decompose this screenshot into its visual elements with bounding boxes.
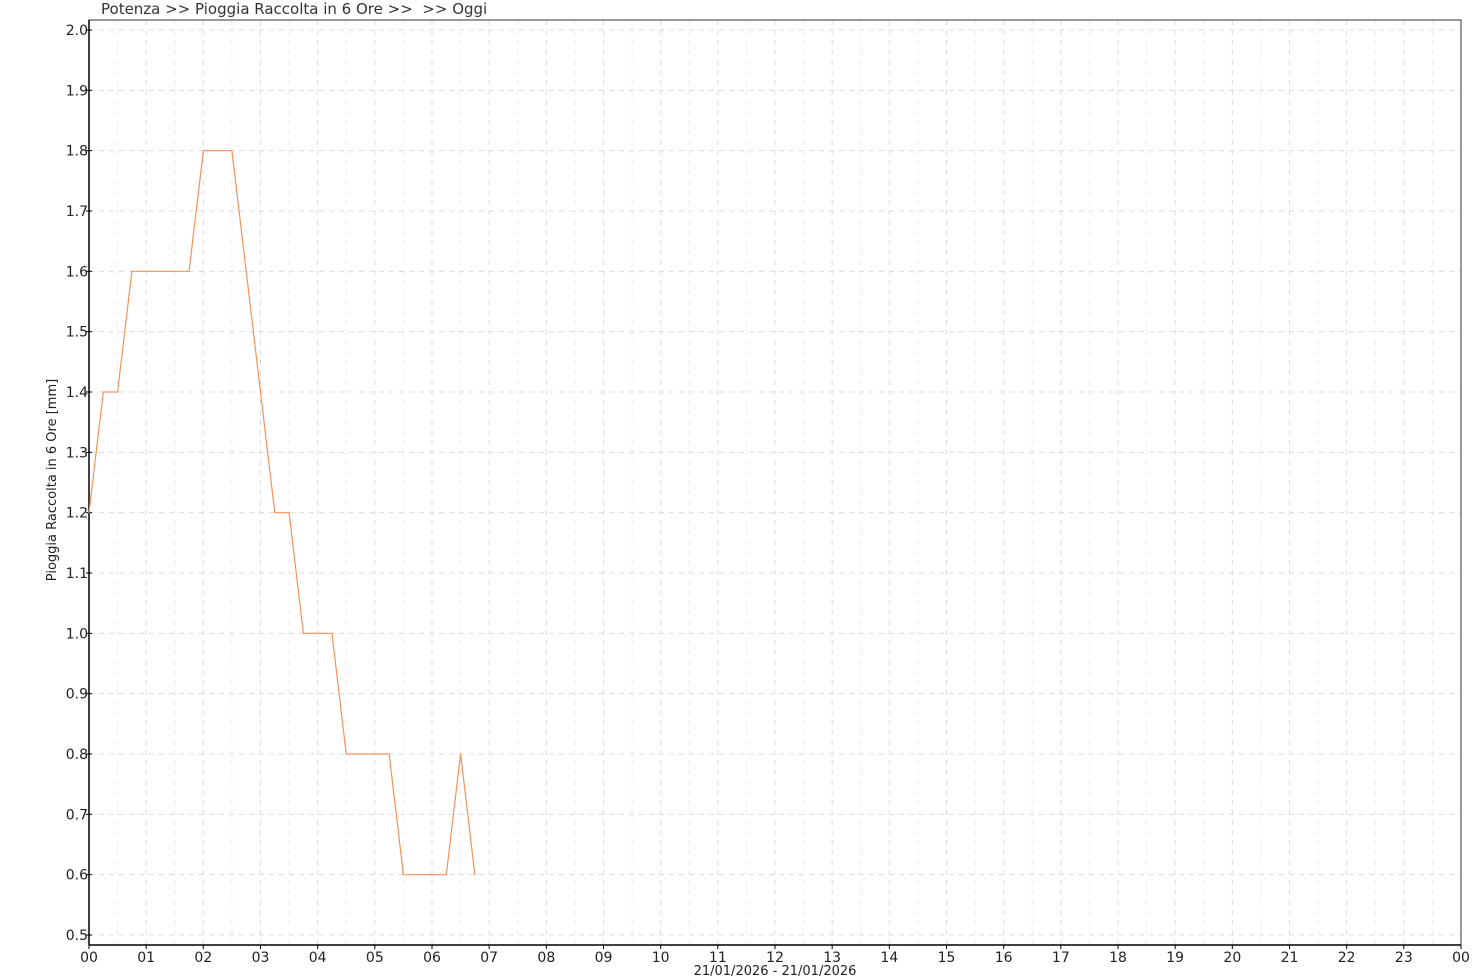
- data-point: [274, 512, 276, 514]
- data-point: [88, 512, 90, 514]
- data-point: [374, 753, 376, 755]
- data-point: [116, 391, 119, 393]
- x-tick-label: 14: [880, 950, 898, 966]
- y-axis-label: Pioggia Raccolta in 6 Ore [mm]: [45, 379, 60, 581]
- y-tick-label: 1.8: [66, 144, 88, 160]
- data-point: [217, 150, 219, 152]
- y-tick-label: 1.6: [66, 264, 88, 280]
- y-tick-label: 1.2: [66, 506, 88, 522]
- x-tick-label: 23: [1395, 950, 1413, 966]
- y-tick-label: 1.9: [66, 83, 88, 99]
- y-tick-label: 1.4: [66, 385, 88, 401]
- data-point: [102, 391, 104, 393]
- data-point: [302, 632, 304, 634]
- data-point: [431, 874, 433, 876]
- data-point: [345, 753, 347, 755]
- chart-title: Potenza >> Pioggia Raccolta in 6 Ore >> …: [101, 0, 488, 18]
- data-point: [331, 632, 333, 634]
- y-tick-label: 0.8: [66, 747, 88, 763]
- y-tick-label: 0.7: [66, 807, 88, 823]
- data-point: [459, 753, 462, 755]
- data-point: [388, 753, 390, 755]
- x-tick-label: 19: [1166, 950, 1184, 966]
- x-tick-label: 00: [1452, 950, 1470, 966]
- x-tick-label: 17: [1052, 950, 1070, 966]
- y-tick-label: 0.9: [66, 687, 88, 703]
- x-tick-label: 20: [1223, 950, 1241, 966]
- y-tick-label: 0.6: [66, 868, 88, 884]
- x-tick-label: 08: [537, 950, 555, 966]
- x-tick-label: 22: [1338, 950, 1356, 966]
- data-point: [188, 270, 190, 272]
- data-point: [359, 753, 362, 755]
- x-tick-label: 15: [938, 950, 956, 966]
- x-tick-label: 04: [309, 950, 327, 966]
- x-tick-label: 21: [1281, 950, 1299, 966]
- data-point: [131, 270, 133, 272]
- grid: [88, 20, 1462, 945]
- data-point: [174, 270, 176, 272]
- x-tick-label: 05: [366, 950, 384, 966]
- x-tick-label: 01: [137, 950, 155, 966]
- data-point: [159, 270, 162, 272]
- x-tick-label: 07: [480, 950, 498, 966]
- data-point: [288, 512, 290, 514]
- x-tick-label: 00: [80, 950, 98, 966]
- y-tick-label: 2.0: [66, 23, 88, 39]
- data-point: [245, 270, 247, 272]
- x-tick-label: 10: [652, 950, 670, 966]
- y-tick-label: 0.5: [66, 928, 88, 944]
- x-tick-label: 11: [709, 950, 727, 966]
- x-tick-label: 13: [823, 950, 841, 966]
- series: [88, 150, 476, 876]
- series-line: [88, 150, 476, 876]
- data-point: [474, 874, 476, 876]
- y-tick-label: 1.7: [66, 204, 88, 220]
- x-tick-label: 16: [995, 950, 1013, 966]
- data-point: [231, 150, 233, 152]
- x-tick-label: 18: [1109, 950, 1127, 966]
- data-point: [259, 391, 262, 393]
- y-tick-label: 1.3: [66, 445, 88, 461]
- data-point: [417, 874, 419, 876]
- data-point: [402, 874, 405, 876]
- x-tick-label: 12: [766, 950, 784, 966]
- x-tick-label: 02: [194, 950, 212, 966]
- x-axis-label: 21/01/2026 - 21/01/2026: [694, 964, 857, 979]
- data-point: [202, 150, 204, 152]
- data-point: [145, 270, 147, 272]
- data-point: [445, 874, 447, 876]
- x-tick-label: 03: [252, 950, 270, 966]
- x-tick-label: 06: [423, 950, 441, 966]
- x-tick-label: 09: [595, 950, 613, 966]
- axes: 0.5 0.6 0.7 0.8 0.9 1.0 1.1 1.2 1.3 1.4 1.5 1.6 1.7 1…: [66, 19, 1470, 966]
- y-tick-label: 1.0: [66, 626, 88, 642]
- data-point: [317, 632, 319, 634]
- y-tick-label: 1.1: [66, 566, 88, 582]
- y-tick-label: 1.5: [66, 325, 88, 341]
